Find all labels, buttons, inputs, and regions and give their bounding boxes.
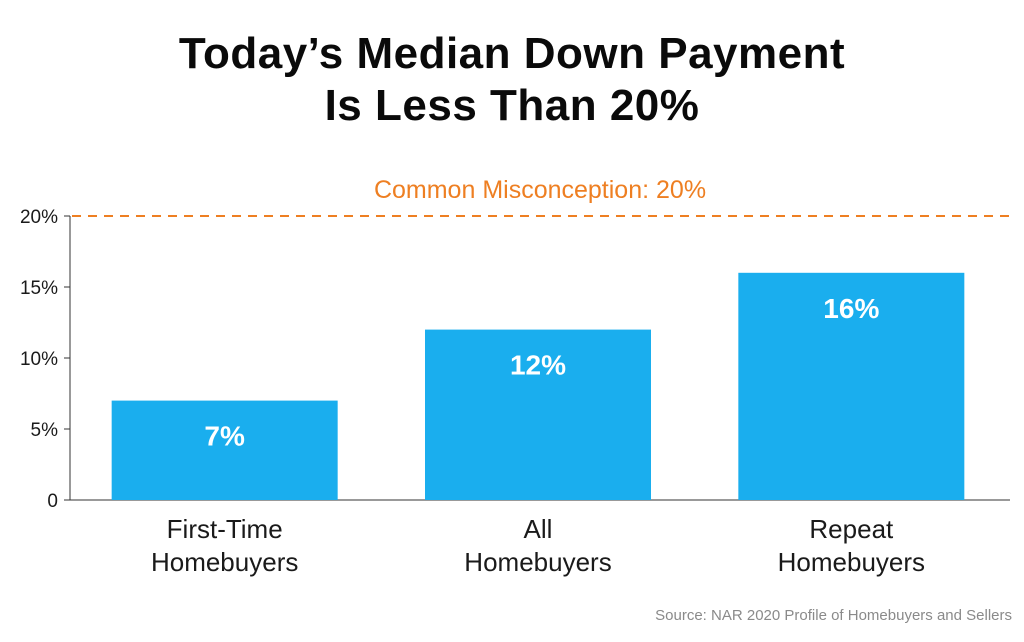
reference-label: Common Misconception: 20%	[374, 176, 706, 204]
chart-title-line-2: Is Less Than 20%	[324, 81, 700, 130]
category-label: Repeat	[809, 514, 894, 544]
y-tick-label: 15%	[20, 278, 58, 299]
chart-title: Today’s Median Down Payment Is Less Than…	[0, 28, 1024, 132]
source-note: Source: NAR 2020 Profile of Homebuyers a…	[655, 607, 1012, 624]
bar	[738, 272, 965, 500]
category-label: Homebuyers	[778, 547, 925, 577]
bar-value-label: 16%	[823, 293, 879, 324]
y-tick-label: 5%	[31, 420, 59, 441]
category-label: All	[524, 514, 553, 544]
y-tick-label: 20%	[20, 207, 58, 228]
bar-value-label: 12%	[510, 350, 566, 381]
bar	[425, 329, 651, 500]
bar	[111, 400, 338, 500]
category-label: First-Time	[167, 514, 283, 544]
chart-title-line-1: Today’s Median Down Payment	[178, 29, 846, 78]
category-label: Homebuyers	[151, 547, 298, 577]
category-label: Homebuyers	[464, 547, 611, 577]
y-tick-label: 10%	[20, 349, 58, 370]
y-tick-label: 0	[47, 491, 58, 512]
bar-value-label: 7%	[204, 421, 245, 452]
